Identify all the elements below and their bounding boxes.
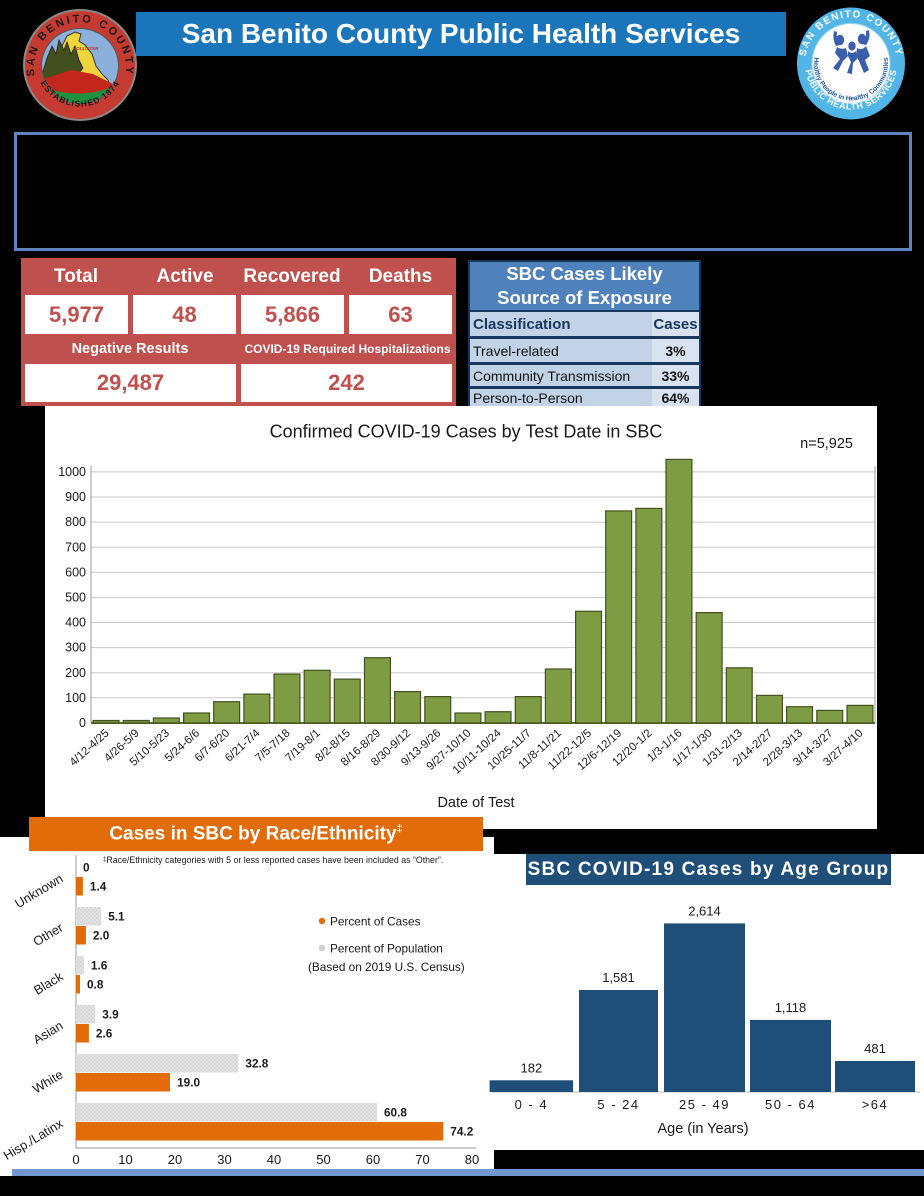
svg-text:100: 100 [65, 691, 86, 705]
svg-text:5 - 24: 5 - 24 [597, 1097, 639, 1112]
svg-text:60.8: 60.8 [384, 1106, 407, 1120]
svg-text:30: 30 [217, 1152, 231, 1167]
svg-text:400: 400 [65, 616, 86, 630]
svg-text:25 - 49: 25 - 49 [679, 1097, 730, 1112]
svg-text:481: 481 [864, 1041, 886, 1056]
svg-text:0 - 4: 0 - 4 [515, 1097, 549, 1112]
svg-text:0: 0 [83, 861, 90, 875]
svg-text:0: 0 [79, 716, 86, 730]
svg-text:10: 10 [118, 1152, 132, 1167]
svg-text:0.8: 0.8 [87, 978, 104, 992]
svg-text:19.0: 19.0 [177, 1076, 200, 1090]
svg-text:Hisp./Latinx: Hisp./Latinx [1, 1115, 67, 1163]
svg-text:n=5,925: n=5,925 [800, 436, 853, 452]
svg-text:200: 200 [65, 666, 86, 680]
svg-text:300: 300 [65, 641, 86, 655]
svg-text:600: 600 [65, 565, 86, 579]
svg-text:2,614: 2,614 [688, 903, 721, 918]
svg-text:2.6: 2.6 [96, 1027, 113, 1041]
svg-text:20: 20 [168, 1152, 182, 1167]
svg-text:32.8: 32.8 [245, 1057, 268, 1071]
svg-text:182: 182 [521, 1060, 543, 1075]
svg-text:Age (in Years): Age (in Years) [657, 1121, 748, 1137]
svg-text:Black: Black [31, 968, 66, 997]
svg-text:70: 70 [415, 1152, 429, 1167]
svg-text:800: 800 [65, 515, 86, 529]
svg-text:White: White [30, 1067, 66, 1097]
svg-text:60: 60 [366, 1152, 380, 1167]
svg-text:Confirmed COVID-19 Cases by Te: Confirmed COVID-19 Cases by Test Date in… [270, 422, 663, 442]
svg-text:900: 900 [65, 490, 86, 504]
svg-text:Unknown: Unknown [12, 871, 65, 911]
svg-text:1000: 1000 [58, 465, 86, 479]
svg-text:0: 0 [72, 1152, 79, 1167]
svg-text:2.0: 2.0 [93, 929, 110, 943]
svg-text:(Based on 2019 U.S. Census): (Based on 2019 U.S. Census) [308, 960, 465, 974]
svg-text:40: 40 [267, 1152, 281, 1167]
svg-text:1,581: 1,581 [602, 970, 635, 985]
svg-text:1,118: 1,118 [775, 1000, 807, 1015]
svg-text:‡Race/Ethnicity categories wit: ‡Race/Ethnicity categories with 5 or les… [103, 855, 444, 865]
svg-text:Date of Test: Date of Test [437, 795, 514, 811]
svg-text:3.9: 3.9 [102, 1008, 119, 1022]
svg-text:50: 50 [316, 1152, 330, 1167]
svg-text:80: 80 [465, 1152, 479, 1167]
svg-text:50 - 64: 50 - 64 [765, 1097, 816, 1112]
svg-text:74.2: 74.2 [450, 1125, 473, 1139]
svg-text:500: 500 [65, 591, 86, 605]
svg-text:Asian: Asian [30, 1018, 65, 1047]
svg-text:Percent of Population: Percent of Population [330, 942, 443, 956]
svg-text:5.1: 5.1 [108, 910, 125, 924]
svg-text:Other: Other [30, 919, 66, 949]
svg-text:4/12-4/25: 4/12-4/25 [68, 727, 112, 768]
svg-text:Percent of Cases: Percent of Cases [330, 915, 421, 929]
svg-text:1.4: 1.4 [90, 880, 107, 894]
svg-text:700: 700 [65, 540, 86, 554]
svg-text:>64: >64 [862, 1097, 889, 1112]
svg-text:HOLLISTER: HOLLISTER [73, 46, 99, 51]
svg-text:1.6: 1.6 [91, 959, 108, 973]
